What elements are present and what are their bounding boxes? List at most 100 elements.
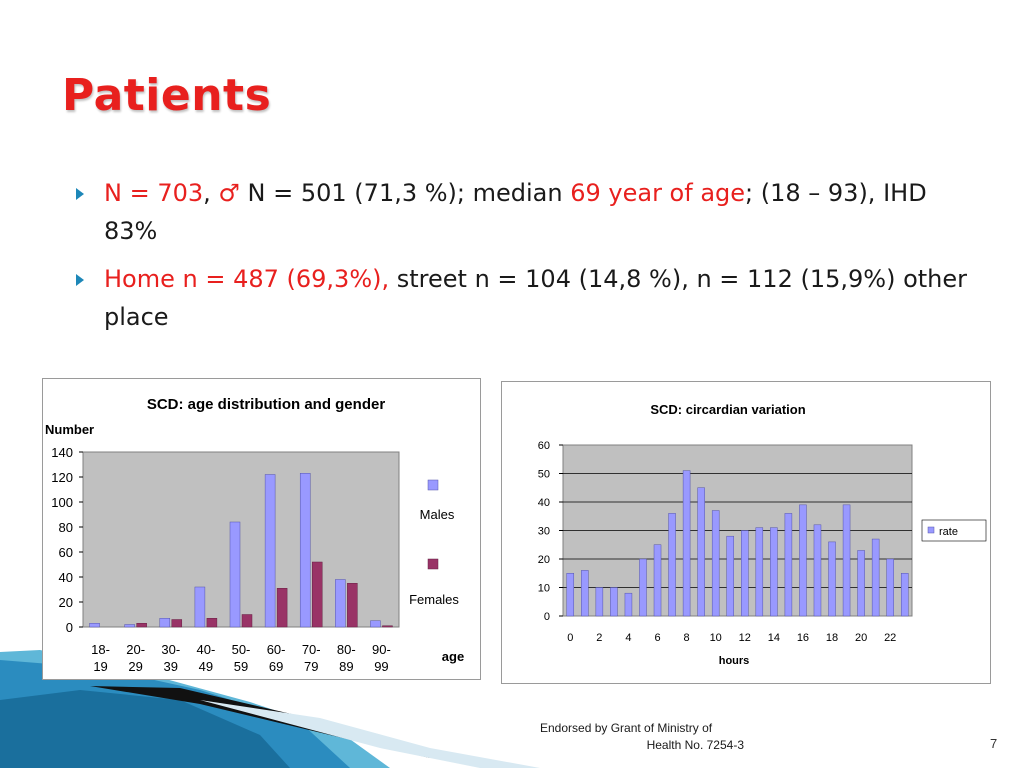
legend-label-males: Males (420, 507, 455, 522)
bar-rate (581, 570, 589, 617)
y-tick-label: 120 (51, 470, 73, 485)
bar-females (241, 614, 253, 628)
bar-rate (711, 510, 720, 617)
x-tick-label: 14 (768, 632, 780, 644)
y-tick-label: 80 (59, 520, 73, 535)
circadian-chart-svg: SCD: circardian variation 0 10 20 30 40 50 60 0 2… (538, 402, 987, 667)
age-gender-chart-svg: SCD: age distribution and gender Number 0 2… (45, 396, 464, 674)
bar-males (194, 586, 206, 628)
bar-females (311, 561, 323, 628)
x-tick-label: 80- (337, 642, 356, 657)
bar-males (264, 474, 276, 628)
x-tick-label: 20- (126, 642, 145, 657)
y-tick-label: 40 (59, 570, 73, 585)
page-number: 7 (990, 736, 998, 751)
bar-rate (697, 487, 705, 617)
x-tick-label: 4 (625, 632, 631, 644)
y-tick-label: 60 (538, 440, 550, 452)
x-tick-label: 70- (302, 642, 321, 657)
x-tick-label: 6 (654, 632, 660, 644)
bar-males (159, 618, 171, 628)
bar-rate (828, 541, 836, 617)
x-axis-label: hours (719, 655, 750, 667)
x-tick-label: 99 (374, 659, 388, 674)
x-tick-label: 59 (234, 659, 248, 674)
x-tick-label: 8 (684, 632, 690, 644)
bar-rate (842, 504, 851, 617)
bar-rate (653, 544, 662, 617)
x-tick-label: 19 (93, 659, 107, 674)
x-tick-label: 50- (232, 642, 251, 657)
x-tick-label: 18- (91, 642, 110, 657)
bar-rate (799, 504, 807, 617)
x-tick-label: 49 (199, 659, 213, 674)
bullet-arrow-icon (76, 188, 84, 200)
x-tick-label: 0 (567, 632, 573, 644)
bar-females (206, 618, 218, 628)
x-tick-label: 12 (739, 632, 751, 644)
bar-rate (595, 587, 604, 617)
bar-rate (741, 530, 749, 617)
legend-label-rate: rate (939, 526, 958, 538)
footer-line-2: Health No. 7254-3 (646, 738, 744, 752)
home-count: Home n = 487 (69,3%), (104, 265, 390, 293)
bar-rate (900, 573, 909, 617)
y-axis-label: Number (45, 422, 94, 437)
bullet-item-location: Home n = 487 (69,3%), street n = 104 (14… (76, 260, 976, 336)
bar-females (171, 619, 183, 628)
x-tick-label: 90- (372, 642, 391, 657)
x-tick-label: 18 (826, 632, 838, 644)
x-tick-label: 89 (339, 659, 353, 674)
bullet-item-patients: N = 703, ♂ N = 501 (71,3 %); median 69 y… (76, 174, 976, 250)
footer-endorsement: Endorsed by Grant of Ministry of Health … (540, 720, 744, 754)
bar-rate (566, 573, 575, 617)
x-tick-label: 60- (267, 642, 286, 657)
bar-rate (813, 524, 822, 617)
legend-box (921, 519, 987, 542)
x-axis-label: age (442, 649, 464, 664)
slide-title: Patients (62, 70, 272, 121)
male-symbol-icon: ♂ (218, 179, 240, 207)
x-tick-label: 10 (710, 632, 722, 644)
bar-males (335, 579, 346, 628)
bar-rate (682, 470, 691, 617)
bar-rate (624, 592, 633, 617)
legend-label-females: Females (409, 592, 459, 607)
x-tick-label: 30- (161, 642, 180, 657)
bullet-list: N = 703, ♂ N = 501 (71,3 %); median 69 y… (76, 174, 976, 346)
x-tick-label: 2 (596, 632, 602, 644)
bar-rate (871, 538, 880, 617)
bar-males (229, 521, 241, 628)
bar-rate (726, 535, 734, 617)
bar-males (89, 623, 100, 628)
x-tick-label: 20 (855, 632, 867, 644)
y-tick-label: 60 (59, 545, 73, 560)
x-tick-label: 69 (269, 659, 283, 674)
bar-rate (784, 513, 793, 617)
x-tick-label: 16 (797, 632, 809, 644)
x-tick-label: 79 (304, 659, 318, 674)
legend-swatch-females (427, 558, 439, 570)
bar-rate (857, 550, 865, 617)
y-tick-label: 100 (51, 495, 73, 510)
x-tick-label: 39 (164, 659, 178, 674)
separator: , (203, 179, 219, 207)
bar-males (370, 620, 381, 628)
median-age: 69 year of age (570, 179, 746, 207)
bar-rate (639, 558, 647, 617)
y-tick-label: 10 (538, 583, 550, 595)
bar-females (382, 625, 393, 628)
y-tick-label: 0 (544, 611, 550, 623)
y-tick-label: 20 (538, 554, 550, 566)
age-gender-chart: SCD: age distribution and gender Number 0 2… (42, 378, 481, 680)
bar-rate (770, 527, 778, 617)
x-tick-label: 22 (884, 632, 896, 644)
y-tick-label: 40 (538, 497, 550, 509)
bar-females (136, 623, 147, 628)
y-tick-label: 140 (51, 445, 73, 460)
bullet-arrow-icon (76, 274, 84, 286)
bar-rate (886, 558, 894, 617)
age-range-text: ; (18 – 93), IHD 83% (104, 179, 927, 245)
bar-females (276, 588, 288, 628)
x-tick-label: 40- (196, 642, 215, 657)
